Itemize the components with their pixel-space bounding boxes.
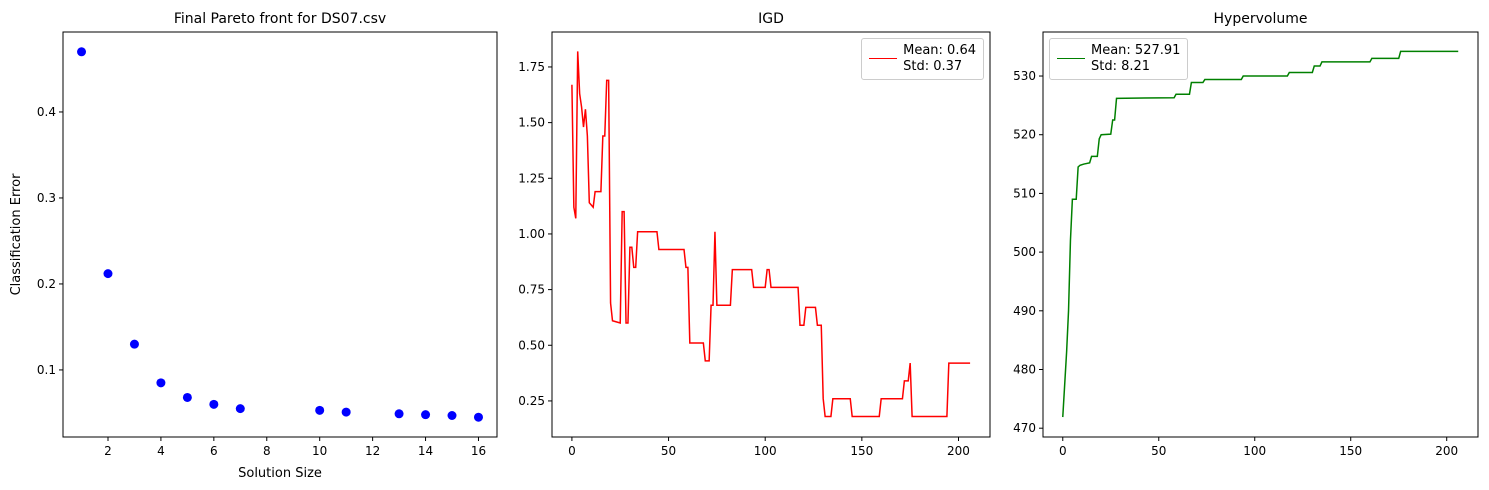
x-tick-label: 50 [661,444,676,458]
y-tick-label: 0.25 [518,394,545,408]
x-tick-label: 0 [568,444,576,458]
y-tick-label: 1.50 [518,116,545,130]
point [77,47,87,57]
x-tick-label: 100 [754,444,777,458]
y-axis-label: Classification Error [9,173,24,295]
x-tick-label: 12 [365,444,380,458]
line [1062,50,1459,418]
point [341,407,351,417]
point [182,392,192,402]
point [394,409,404,419]
x-tick-label: 200 [947,444,970,458]
point [473,412,483,422]
x-tick-label: 14 [418,444,433,458]
point [129,339,139,349]
legend-label: Mean: 0.64 Std: 0.37 [903,43,976,74]
x-tick-label: 150 [850,444,873,458]
point [209,399,219,409]
y-tick-label: 0.2 [37,277,56,291]
x-tick-label: 100 [1243,444,1266,458]
legend: Mean: 527.91 Std: 8.21 [1049,38,1189,80]
x-tick-label: 150 [1339,444,1362,458]
y-tick-label: 1.75 [518,60,545,74]
plot-frame [551,31,991,438]
point [103,269,113,279]
y-tick-label: 490 [1013,304,1036,318]
x-tick-label: 8 [263,444,271,458]
point [421,410,431,420]
legend-swatch [869,58,898,59]
legend-label: Mean: 527.91 Std: 8.21 [1091,43,1181,74]
y-tick-label: 0.1 [37,363,56,377]
y-tick-label: 0.75 [518,283,545,297]
chart-title: Hypervolume [1214,11,1308,27]
x-axis-label: Solution Size [238,466,322,481]
legend: Mean: 0.64 Std: 0.37 [861,38,984,80]
plot-frame [1042,31,1479,438]
x-tick-label: 200 [1435,444,1458,458]
chart-title: Final Pareto front for DS07.csv [174,11,386,27]
y-tick-label: 0.50 [518,338,545,352]
point [447,411,457,421]
y-tick-label: 480 [1013,363,1036,377]
x-tick-label: 4 [157,444,165,458]
x-tick-label: 50 [1151,444,1166,458]
y-tick-label: 510 [1013,186,1036,200]
x-tick-label: 0 [1059,444,1067,458]
point [315,405,325,415]
y-tick-label: 0.4 [37,105,56,119]
line [571,51,971,418]
plot-frame [62,31,498,438]
y-tick-label: 1.00 [518,227,545,241]
y-tick-label: 530 [1013,69,1036,83]
point [235,404,245,414]
chart-title: IGD [758,11,784,27]
y-tick-label: 520 [1013,128,1036,142]
y-tick-label: 470 [1013,421,1036,435]
y-tick-label: 1.25 [518,171,545,185]
y-tick-label: 500 [1013,245,1036,259]
x-tick-label: 6 [210,444,218,458]
x-tick-label: 10 [312,444,327,458]
x-tick-label: 16 [471,444,486,458]
y-tick-label: 0.3 [37,191,56,205]
point [156,378,166,388]
legend-swatch [1057,58,1085,59]
x-tick-label: 2 [104,444,112,458]
